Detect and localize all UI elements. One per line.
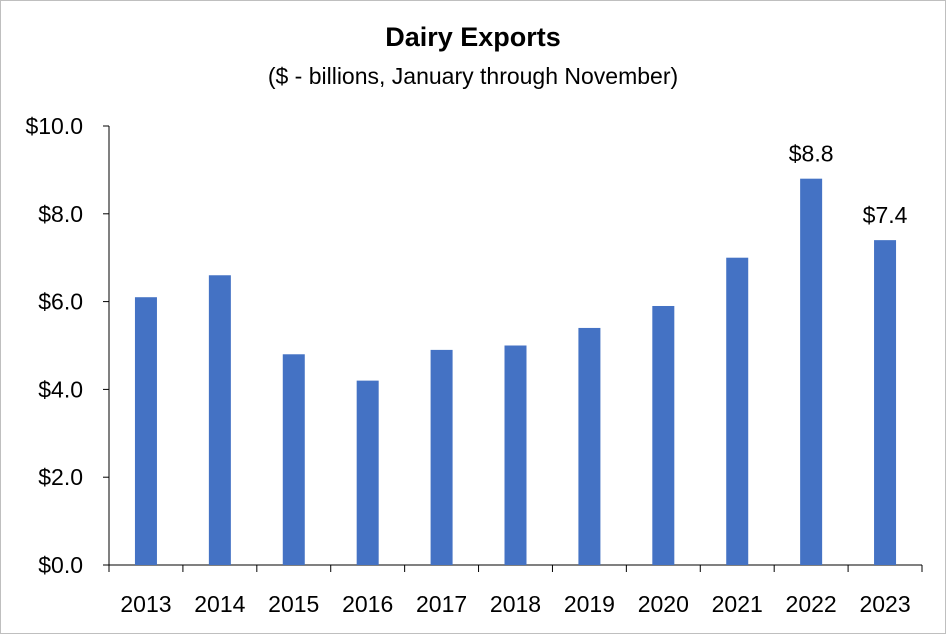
chart-title: Dairy Exports <box>385 22 561 52</box>
bar-2021 <box>726 257 749 565</box>
chart-subtitle: ($ - billions, January through November) <box>267 63 679 89</box>
x-tick-label: 2016 <box>342 591 393 617</box>
x-tick-label: 2018 <box>490 591 541 617</box>
x-tick-label: 2023 <box>859 591 910 617</box>
bar-2015 <box>282 354 305 565</box>
axes: $0.0 $2.0 $4.0 $6.0 $8.0 $10.0 <box>25 113 923 578</box>
x-tick-label: 2017 <box>416 591 467 617</box>
bar-2013 <box>134 297 157 565</box>
bar-2023 <box>874 240 897 565</box>
y-tick-label: $4.0 <box>38 376 83 402</box>
x-tick-label: 2014 <box>194 591 245 617</box>
bar-2020 <box>652 305 675 565</box>
bar-2018 <box>504 345 527 565</box>
x-tick-label: 2019 <box>564 591 615 617</box>
x-tick-label: 2013 <box>120 591 171 617</box>
x-tick-label: 2022 <box>786 591 837 617</box>
bar-2014 <box>208 275 231 565</box>
y-tick-label: $10.0 <box>25 113 83 139</box>
data-label-2022: $8.8 <box>789 141 834 167</box>
labels: 2013 2014 2015 2016 2017 2018 2019 2020 2021 2022… <box>120 141 910 617</box>
x-tick-label: 2015 <box>268 591 319 617</box>
data-label-2023: $7.4 <box>863 202 908 228</box>
bar-2022 <box>800 178 823 565</box>
x-tick-label: 2020 <box>638 591 689 617</box>
y-tick-label: $6.0 <box>38 289 83 315</box>
bar-2017 <box>430 349 453 565</box>
bars <box>134 178 897 565</box>
y-tick-label: $2.0 <box>38 464 83 490</box>
y-tick-label: $8.0 <box>38 201 83 227</box>
y-tick-label: $0.0 <box>38 552 83 578</box>
bar-2019 <box>578 327 601 565</box>
x-tick-label: 2021 <box>712 591 763 617</box>
bar-2016 <box>356 380 379 565</box>
